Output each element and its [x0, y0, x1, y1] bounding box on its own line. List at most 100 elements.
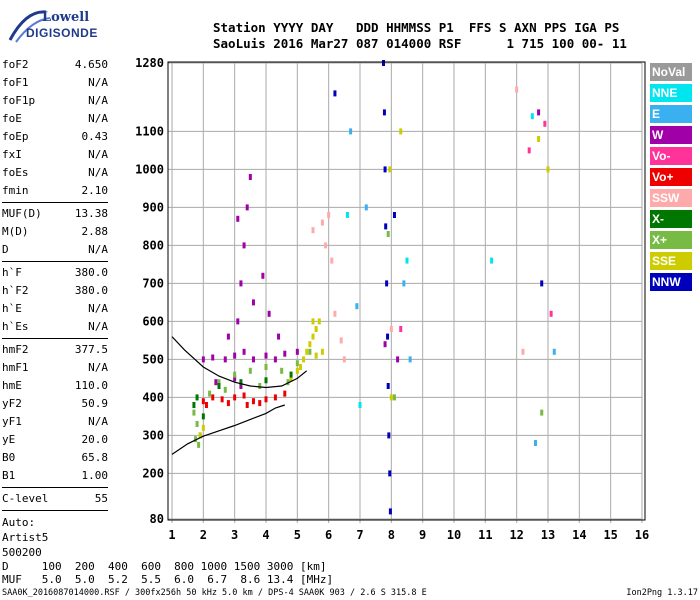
x-tick-label: 16	[635, 528, 649, 542]
param-name: h`F	[2, 266, 22, 279]
data-point	[384, 223, 388, 230]
param-row: foE N/A	[2, 110, 108, 128]
file-info-footer: SAA0K_2016087014000.RSF / 300fx256h 50 k…	[2, 588, 698, 598]
param-row: yE 20.0	[2, 431, 108, 449]
data-point	[311, 227, 315, 234]
data-point	[543, 120, 547, 127]
param-row: h`Es N/A	[2, 318, 108, 336]
data-point	[192, 409, 196, 416]
data-point	[236, 318, 240, 325]
data-point	[239, 383, 243, 389]
data-point	[530, 113, 534, 120]
param-row: foEs N/A	[2, 164, 108, 182]
logo-line1: Lowell	[42, 10, 90, 25]
param-name: foEp	[2, 130, 29, 143]
param-value: N/A	[88, 94, 108, 107]
param-row: h`F 380.0	[2, 264, 108, 282]
param-row: h`F2 380.0	[2, 282, 108, 300]
param-value: 50.9	[81, 397, 109, 410]
x-tick-label: 9	[419, 528, 426, 542]
y-tick-label: 300	[142, 428, 164, 442]
param-value: 377.5	[74, 343, 108, 356]
trace-curve	[171, 404, 285, 455]
param-value: 380.0	[74, 266, 108, 279]
data-point	[251, 356, 255, 363]
data-point	[549, 310, 553, 317]
data-point	[386, 383, 390, 389]
param-separator	[2, 510, 108, 511]
data-point	[342, 356, 346, 363]
x-tick-label: 4	[262, 528, 269, 542]
param-value: N/A	[88, 76, 108, 89]
param-separator	[2, 487, 108, 488]
param-value: 4.650	[74, 58, 108, 71]
data-point	[302, 356, 306, 363]
data-point	[248, 367, 252, 374]
param-value: 110.0	[74, 379, 108, 392]
data-point	[308, 341, 312, 348]
x-tick-label: 3	[231, 528, 238, 542]
param-name: h`Es	[2, 320, 29, 333]
x-tick-label: 10	[447, 528, 461, 542]
param-value: 380.0	[74, 284, 108, 297]
param-value: 13.38	[74, 207, 108, 220]
x-tick-label: 11	[478, 528, 492, 542]
data-point	[226, 333, 230, 340]
data-point	[289, 371, 293, 378]
data-point	[405, 257, 409, 264]
data-point	[295, 348, 299, 355]
data-point	[214, 379, 218, 386]
data-point	[242, 392, 246, 399]
data-point	[286, 379, 290, 386]
data-point	[283, 390, 287, 397]
data-point	[233, 394, 237, 401]
param-row: foF1p N/A	[2, 92, 108, 110]
param-row: foF2 4.650	[2, 56, 108, 74]
data-point	[261, 272, 265, 279]
data-point	[546, 166, 550, 173]
x-tick-label: 13	[541, 528, 555, 542]
param-row: fxI N/A	[2, 146, 108, 164]
param-name: B1	[2, 469, 16, 482]
param-name: foE	[2, 112, 22, 125]
auto-line2: Artist5	[2, 531, 49, 544]
data-point	[386, 333, 390, 340]
y-tick-label: 500	[142, 352, 164, 366]
data-layer	[192, 60, 556, 515]
param-row: h`E N/A	[2, 300, 108, 318]
legend-ssw: SSW	[650, 189, 692, 207]
data-point	[217, 383, 221, 389]
data-point	[382, 60, 385, 66]
param-value: 20.0	[81, 433, 109, 446]
station-header: Station YYYY DAY DDD HHMMSS P1 FFS S AXN…	[213, 20, 627, 52]
data-point	[211, 394, 215, 401]
legend-vo-: Vo-	[650, 147, 692, 165]
data-point	[298, 364, 302, 370]
param-separator	[2, 202, 108, 203]
param-name: hmE	[2, 379, 22, 392]
legend-vo-: Vo+	[650, 168, 692, 186]
legend-x-: X+	[650, 231, 692, 249]
data-point	[211, 354, 215, 361]
muf-row: MUF 5.0 5.0 5.2 5.5 6.0 6.7 8.6 13.4 [MH…	[2, 573, 334, 586]
data-point	[540, 280, 544, 287]
x-tick-label: 6	[325, 528, 332, 542]
y-tick-label: 1100	[135, 124, 164, 138]
data-point	[242, 242, 246, 249]
data-point	[311, 333, 315, 340]
param-name: B0	[2, 451, 16, 464]
data-point	[258, 400, 262, 407]
data-point	[197, 441, 201, 448]
param-name: yF1	[2, 415, 22, 428]
data-point	[358, 402, 362, 408]
data-point	[204, 402, 208, 408]
data-point	[314, 326, 318, 332]
param-name: yF2	[2, 397, 22, 410]
grid-layer	[168, 62, 643, 523]
y-tick-label: 800	[142, 238, 164, 252]
x-tick-label: 14	[572, 528, 586, 542]
logo-line2: DIGISONDE	[26, 26, 98, 40]
x-tick-label: 12	[509, 528, 523, 542]
param-value: 65.8	[81, 451, 109, 464]
software-version: Ion2Png 1.3.17	[626, 588, 698, 598]
